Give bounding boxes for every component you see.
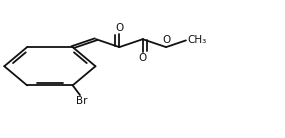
Text: O: O xyxy=(139,53,147,63)
Text: O: O xyxy=(115,23,123,33)
Text: O: O xyxy=(162,35,170,45)
Text: CH₃: CH₃ xyxy=(187,35,207,45)
Text: Br: Br xyxy=(76,96,87,106)
